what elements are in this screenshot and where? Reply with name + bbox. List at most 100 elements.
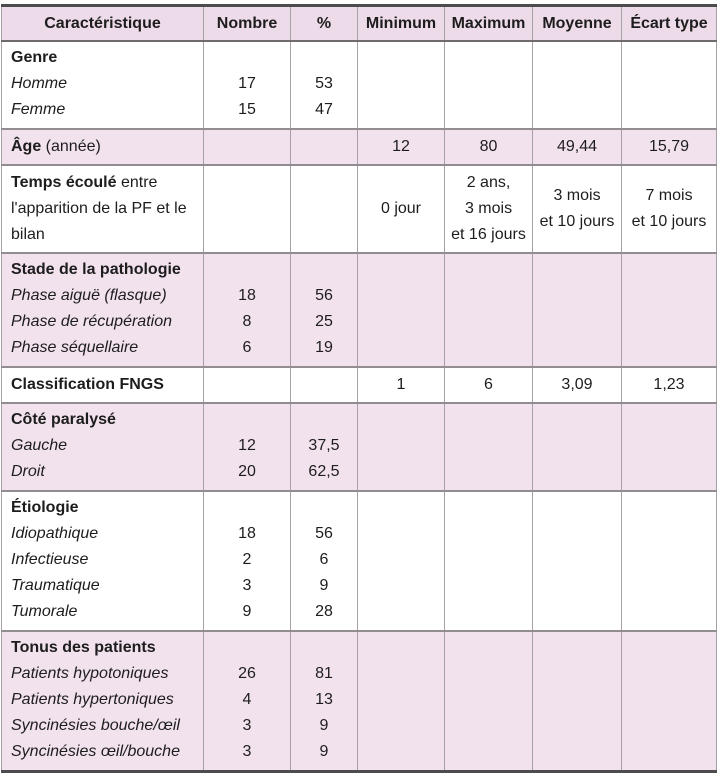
data-row-traumatique: Traumatique 3 9 xyxy=(2,573,717,599)
data-row-syncinesies-oeil-bouche: Syncinésies œil/bouche 3 9 xyxy=(1,739,717,772)
empty-cell xyxy=(532,252,622,283)
empty-cell xyxy=(203,128,291,165)
row-label-rest: (année) xyxy=(41,138,101,155)
column-header-ecart-type: Écart type xyxy=(621,5,717,42)
empty-cell xyxy=(532,661,622,687)
data-row-femme: Femme 15 47 xyxy=(2,97,717,129)
row-label: Patients hypotoniques xyxy=(1,661,204,687)
empty-cell xyxy=(444,661,533,687)
value-minimum: 12 xyxy=(357,128,445,165)
empty-cell xyxy=(621,402,717,433)
empty-cell xyxy=(357,713,445,739)
row-label: Idiopathique xyxy=(11,525,99,542)
empty-cell xyxy=(621,547,717,573)
empty-cell xyxy=(357,335,445,367)
empty-cell xyxy=(532,335,622,367)
value-percent: 47 xyxy=(290,97,358,129)
empty-cell xyxy=(290,164,358,253)
empty-cell xyxy=(444,283,533,309)
section-title: Stade de la pathologie xyxy=(11,261,181,278)
value-nombre: 8 xyxy=(203,309,291,335)
data-row-droit: Droit 20 62,5 xyxy=(1,459,717,491)
section-title-cell: Tonus des patients xyxy=(1,630,204,661)
value-nombre: 18 xyxy=(203,283,291,309)
patient-characteristics-table: Caractéristique Nombre % Minimum Maximum… xyxy=(1,4,717,773)
empty-cell xyxy=(532,402,622,433)
empty-cell xyxy=(357,573,445,599)
section-title-cell: Stade de la pathologie xyxy=(1,252,204,283)
empty-cell xyxy=(532,283,622,309)
empty-cell xyxy=(532,547,622,573)
empty-cell xyxy=(357,433,445,459)
row-label: Gauche xyxy=(1,433,204,459)
empty-cell xyxy=(621,630,717,661)
section-title: Étiologie xyxy=(11,499,79,516)
empty-cell xyxy=(621,252,717,283)
value-percent: 9 xyxy=(290,739,358,772)
empty-cell xyxy=(621,687,717,713)
empty-cell xyxy=(532,573,622,599)
empty-cell xyxy=(621,459,717,491)
empty-cell xyxy=(357,402,445,433)
section-title: Côté paralysé xyxy=(11,411,116,428)
value-nombre: 3 xyxy=(203,739,291,772)
empty-cell xyxy=(532,599,622,631)
value-nombre: 18 xyxy=(203,521,291,547)
value-percent: 28 xyxy=(290,599,358,631)
empty-cell xyxy=(203,40,291,71)
row-label: Phase séquellaire xyxy=(1,335,204,367)
empty-cell xyxy=(290,366,358,403)
empty-cell xyxy=(444,71,533,97)
empty-cell xyxy=(357,71,445,97)
value-ecart-type: 7 mois et 10 jours xyxy=(621,164,717,253)
empty-cell xyxy=(532,433,622,459)
section-title-cell: Genre xyxy=(1,40,204,71)
value-nombre: 6 xyxy=(203,335,291,367)
empty-cell xyxy=(444,433,533,459)
row-label-bold: Temps écoulé xyxy=(11,174,117,191)
empty-cell xyxy=(621,521,717,547)
row-label-bold: Âge xyxy=(11,138,42,155)
row-label: Infectieuse xyxy=(11,551,89,568)
empty-cell xyxy=(532,630,622,661)
empty-cell xyxy=(357,309,445,335)
row-label: Homme xyxy=(11,75,68,92)
value-nombre: 3 xyxy=(203,713,291,739)
section-title-cell: Étiologie xyxy=(1,490,204,521)
value-percent: 56 xyxy=(290,521,358,547)
value-ecart-type: 1,23 xyxy=(621,366,717,403)
empty-cell xyxy=(621,490,717,521)
value-nombre: 9 xyxy=(203,599,291,631)
empty-cell xyxy=(621,335,717,367)
empty-cell xyxy=(621,71,717,97)
empty-cell xyxy=(444,521,533,547)
empty-cell xyxy=(532,309,622,335)
value-nombre: 26 xyxy=(203,661,291,687)
empty-cell xyxy=(290,40,358,71)
empty-cell xyxy=(444,490,533,521)
row-label: Femme xyxy=(11,101,66,118)
data-row-syncinesies-bouche-oeil: Syncinésies bouche/œil 3 9 xyxy=(1,713,717,739)
section-tonus-title-row: Tonus des patients xyxy=(1,630,717,661)
row-label-bold: Classification FNGS xyxy=(11,376,164,393)
row-label: Traumatique xyxy=(11,577,100,594)
empty-cell xyxy=(444,630,533,661)
empty-cell xyxy=(203,366,291,403)
empty-cell xyxy=(621,40,717,71)
empty-cell xyxy=(444,547,533,573)
value-nombre: 15 xyxy=(203,97,291,129)
section-title: Genre xyxy=(11,49,58,66)
column-header-moyenne: Moyenne xyxy=(532,5,622,42)
value-nombre: 3 xyxy=(203,573,291,599)
column-header-caracteristique: Caractéristique xyxy=(1,5,204,42)
column-header-maximum: Maximum xyxy=(444,5,533,42)
data-row-tumorale: Tumorale 9 28 xyxy=(2,599,717,631)
value-percent: 53 xyxy=(290,71,358,97)
empty-cell xyxy=(532,687,622,713)
data-row-homme: Homme 17 53 xyxy=(2,71,717,97)
section-title: Tonus des patients xyxy=(11,639,156,656)
empty-cell xyxy=(532,490,622,521)
empty-cell xyxy=(357,687,445,713)
empty-cell xyxy=(444,739,533,772)
empty-cell xyxy=(444,252,533,283)
